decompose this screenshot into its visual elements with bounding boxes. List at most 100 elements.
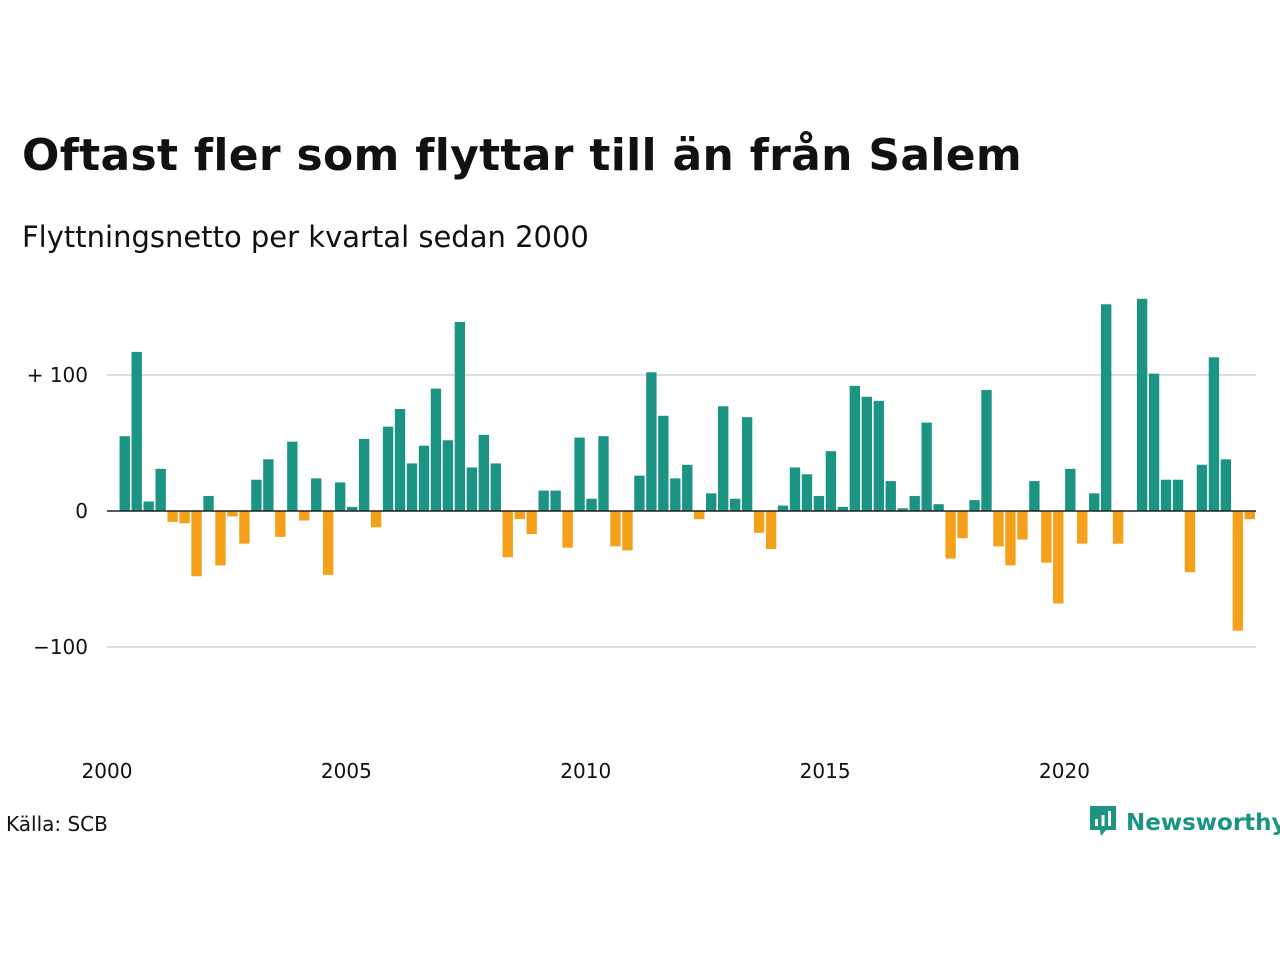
gridlines	[107, 374, 1256, 648]
bar	[526, 511, 537, 535]
bar	[131, 351, 142, 511]
bar	[203, 496, 214, 511]
bar	[801, 474, 813, 511]
bar	[263, 459, 274, 511]
bar	[873, 400, 884, 511]
bar	[358, 438, 370, 511]
bar	[370, 511, 382, 528]
bar	[610, 511, 621, 547]
bar	[406, 463, 418, 511]
bar	[993, 511, 1004, 547]
x-tick-label: 2020	[1039, 759, 1090, 783]
bar	[1041, 511, 1052, 563]
bar	[167, 511, 178, 522]
source-note: Källa: SCB	[6, 812, 108, 836]
bar	[682, 464, 693, 511]
bar	[945, 511, 956, 559]
bar	[335, 482, 346, 511]
bar	[1029, 481, 1040, 511]
bar	[777, 505, 789, 511]
bar	[1184, 511, 1196, 573]
bar	[1244, 511, 1255, 520]
bar	[538, 490, 549, 511]
bar	[1112, 511, 1124, 544]
bar	[1077, 511, 1088, 544]
bar	[394, 409, 406, 511]
bar	[478, 434, 489, 511]
bar	[562, 511, 573, 548]
y-tick-label: 0	[75, 499, 88, 523]
bar	[921, 422, 932, 511]
bar	[1160, 479, 1172, 511]
bar	[741, 417, 753, 511]
bar	[849, 385, 861, 511]
bar	[753, 511, 765, 533]
bar	[1196, 464, 1208, 511]
y-tick-label: + 100	[27, 363, 88, 387]
bar	[897, 508, 908, 511]
bar	[1005, 511, 1016, 566]
bar	[179, 511, 190, 524]
bar	[1053, 511, 1064, 604]
bar	[1089, 493, 1100, 511]
bar	[454, 321, 466, 511]
bar	[155, 468, 166, 511]
bar	[1208, 357, 1220, 511]
bar	[586, 498, 597, 511]
bar	[227, 511, 238, 517]
bar	[311, 478, 322, 511]
x-tick-label: 2005	[321, 759, 372, 783]
bar	[634, 475, 645, 511]
bar	[215, 511, 226, 566]
x-tick-label: 2010	[560, 759, 611, 783]
bar	[1172, 479, 1184, 511]
bar	[789, 467, 801, 511]
bar	[825, 451, 837, 511]
bar	[323, 511, 334, 575]
bar	[813, 496, 825, 511]
bars	[119, 298, 1255, 631]
chart-subtitle: Flyttningsnetto per kvartal sedan 2000	[22, 220, 589, 254]
bar	[706, 493, 717, 511]
bar	[861, 396, 872, 511]
bar	[239, 511, 250, 544]
bar	[191, 511, 202, 577]
brand-name: Newsworthy	[1126, 810, 1280, 836]
bar	[598, 436, 609, 511]
newsworthy-logo-icon	[1088, 804, 1118, 842]
bar	[1136, 298, 1148, 511]
bar	[885, 481, 896, 511]
x-tick-label: 2015	[800, 759, 851, 783]
bar	[1065, 468, 1076, 511]
bar	[694, 511, 705, 520]
bar	[1101, 304, 1112, 511]
bar	[1017, 511, 1028, 540]
axes: + 100 0 −100 2000 2005 2010 2015 2020	[27, 363, 1256, 783]
bar	[299, 511, 310, 521]
bar	[514, 511, 525, 520]
y-tick-label: −100	[33, 635, 88, 659]
bar	[490, 463, 501, 511]
bar	[969, 500, 980, 511]
bar	[287, 441, 298, 511]
bar	[765, 511, 777, 550]
bar	[718, 406, 729, 511]
newsworthy-brand[interactable]: Newsworthy	[1088, 804, 1280, 842]
bar	[418, 445, 430, 511]
x-tick-label: 2000	[82, 759, 133, 783]
bar	[729, 498, 741, 511]
bar	[143, 501, 154, 511]
bar	[933, 504, 944, 511]
bar	[1220, 459, 1232, 511]
bar	[909, 496, 920, 511]
bar	[502, 511, 513, 558]
bar	[442, 440, 454, 511]
bar	[837, 506, 849, 511]
bar	[251, 479, 262, 511]
bar	[670, 478, 681, 511]
bar	[550, 490, 561, 511]
bar	[574, 437, 585, 511]
bar	[622, 511, 633, 551]
bar	[646, 372, 657, 511]
